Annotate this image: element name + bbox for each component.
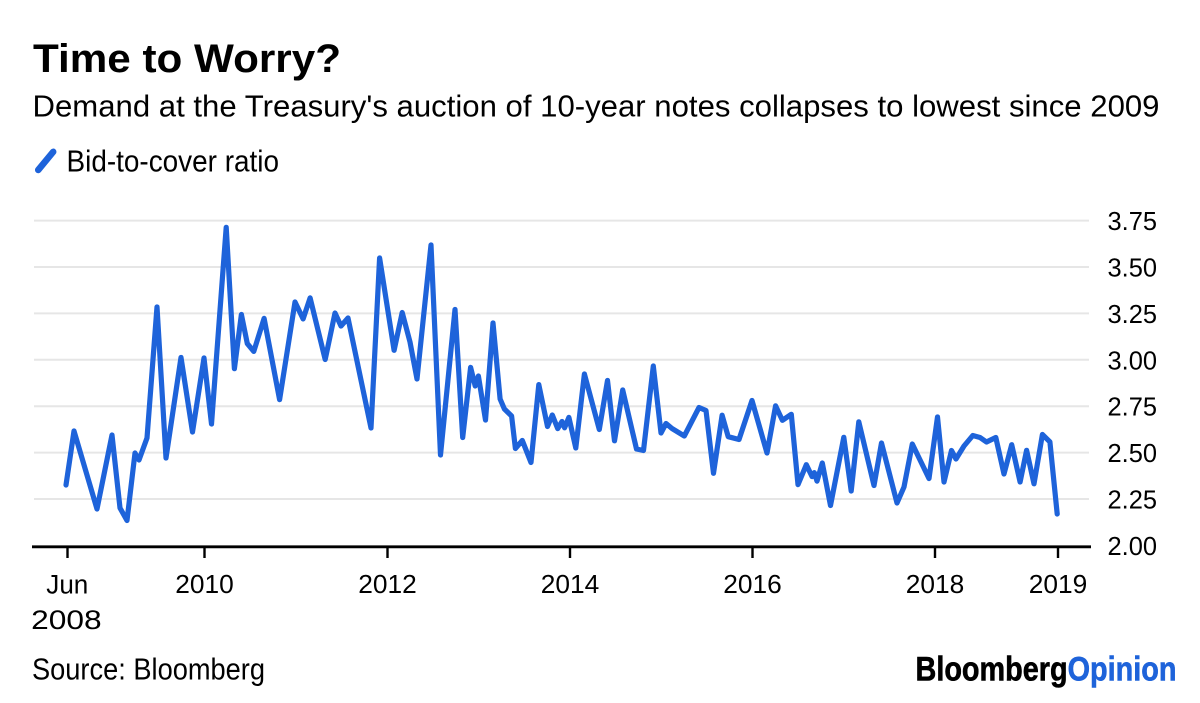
svg-text:2.75: 2.75 — [1108, 392, 1158, 422]
svg-text:2012: 2012 — [358, 571, 417, 599]
svg-text:Demand at the Treasury's aucti: Demand at the Treasury's auction of 10-y… — [33, 89, 1160, 124]
svg-text:Bid-to-cover ratio: Bid-to-cover ratio — [67, 144, 280, 179]
svg-text:2008: 2008 — [31, 605, 102, 635]
svg-text:2018: 2018 — [906, 571, 965, 599]
svg-text:2.25: 2.25 — [1108, 485, 1158, 515]
svg-text:2019: 2019 — [1029, 571, 1088, 599]
svg-text:3.50: 3.50 — [1108, 253, 1158, 283]
svg-text:Time to Worry?: Time to Worry? — [33, 37, 341, 81]
svg-text:3.25: 3.25 — [1108, 299, 1158, 329]
svg-text:2.00: 2.00 — [1108, 531, 1158, 561]
svg-text:3.00: 3.00 — [1108, 345, 1158, 375]
svg-text:BloombergOpinion: BloombergOpinion — [916, 651, 1177, 689]
svg-text:3.75: 3.75 — [1108, 206, 1158, 236]
svg-text:2014: 2014 — [541, 571, 600, 599]
svg-text:2.50: 2.50 — [1108, 438, 1158, 468]
svg-text:2010: 2010 — [175, 571, 234, 599]
svg-text:2016: 2016 — [723, 571, 782, 599]
svg-text:Jun: Jun — [46, 569, 88, 599]
svg-text:Source: Bloomberg: Source: Bloomberg — [32, 651, 265, 686]
